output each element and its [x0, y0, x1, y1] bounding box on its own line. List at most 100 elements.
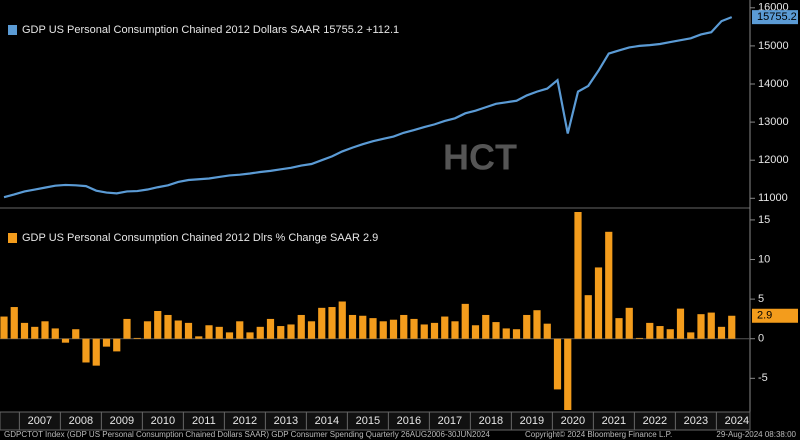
bar [133, 337, 141, 339]
bar [236, 321, 244, 339]
y-tick-label: 14000 [758, 78, 789, 90]
legend-text: GDP US Personal Consumption Chained 2012… [22, 24, 399, 36]
bar [246, 332, 254, 339]
y-tick-label: 12000 [758, 154, 789, 166]
bar [174, 320, 182, 339]
bar [225, 332, 234, 339]
bar [451, 321, 459, 339]
x-tick-label: 2022 [643, 415, 667, 427]
bar [594, 267, 603, 339]
bar [123, 318, 131, 339]
x-tick-label: 2021 [602, 415, 626, 427]
bar [553, 338, 562, 390]
bar [676, 308, 685, 339]
legend-swatch [8, 233, 17, 243]
watermark: HCT [443, 137, 517, 178]
bar [605, 231, 613, 339]
x-axis-band [0, 411, 751, 431]
x-tick-label: 2023 [684, 415, 708, 427]
bar [512, 329, 521, 339]
bar [41, 321, 49, 339]
bar [164, 314, 172, 339]
bar [82, 338, 90, 363]
x-tick-label: 2011 [192, 415, 216, 427]
bar [20, 322, 29, 339]
bar [656, 326, 664, 339]
bar [10, 307, 18, 339]
y-tick-label: 5 [758, 293, 764, 305]
bar [72, 329, 80, 339]
bar [205, 325, 213, 339]
bar [410, 318, 418, 339]
x-tick-label: 2014 [315, 415, 339, 427]
footer-copyright: Copyright© 2024 Bloomberg Finance L.P. [525, 430, 672, 439]
x-tick-label: 2020 [561, 415, 585, 427]
bar [584, 295, 592, 339]
y-tick-label: 15000 [758, 40, 789, 52]
bar [430, 322, 439, 339]
last-value-tag [752, 10, 798, 25]
bar [492, 322, 500, 339]
x-tick-label: 2015 [356, 415, 380, 427]
x-tick-label: 2024 [725, 415, 749, 427]
bar [256, 326, 264, 339]
legend-text: GDP US Personal Consumption Chained 2012… [22, 232, 378, 244]
bar [31, 326, 39, 339]
bar [615, 318, 623, 339]
bar [482, 314, 490, 339]
bar [215, 326, 223, 339]
bar [574, 212, 582, 339]
bar [51, 328, 59, 339]
bar [359, 315, 367, 339]
bar [389, 319, 398, 339]
bar [287, 324, 295, 339]
bar [143, 321, 152, 339]
bar [533, 310, 541, 339]
bar [307, 321, 316, 339]
x-tick-label: 2010 [151, 415, 175, 427]
y-tick-label: 11000 [758, 192, 788, 204]
bar [338, 301, 346, 339]
line-series [3, 16, 733, 199]
bar [646, 322, 654, 339]
x-tick-label: 2008 [69, 415, 93, 427]
bar [318, 307, 326, 339]
bar [266, 318, 275, 339]
bar [154, 311, 162, 339]
footer-source: GDPCTOT Index (GDP US Personal Consumpti… [4, 430, 490, 439]
bar [728, 315, 736, 339]
bar [420, 324, 428, 339]
bar [61, 338, 70, 343]
bar [687, 332, 695, 339]
y-tick-label: 0 [758, 333, 764, 345]
legend-swatch [8, 25, 17, 35]
x-tick-label: 2013 [274, 415, 298, 427]
bar [369, 318, 377, 339]
bar [471, 325, 480, 339]
last-value-label: 2.9 [757, 310, 772, 322]
x-tick-label: 2016 [397, 415, 421, 427]
bar [348, 314, 357, 339]
bar [564, 338, 572, 410]
x-tick-label: 2007 [28, 415, 52, 427]
bar [328, 307, 336, 339]
bar [717, 326, 726, 339]
y-tick-label: 10 [758, 253, 770, 265]
x-tick-label: 2009 [110, 415, 134, 427]
last-value-label: 15755.2 [757, 11, 797, 23]
bar [184, 322, 193, 339]
footer-date: 29-Aug-2024 08:38:00 [716, 430, 796, 439]
bar [297, 314, 305, 339]
bar [461, 303, 469, 339]
bar [277, 326, 285, 339]
bar [400, 314, 408, 339]
bar [441, 316, 449, 339]
y-tick-label: 15 [758, 214, 770, 226]
bar [195, 336, 203, 339]
x-tick-label: 2017 [438, 415, 462, 427]
bar [92, 338, 100, 366]
bar [635, 337, 644, 339]
bar [523, 314, 531, 339]
last-value-tag [752, 308, 798, 323]
